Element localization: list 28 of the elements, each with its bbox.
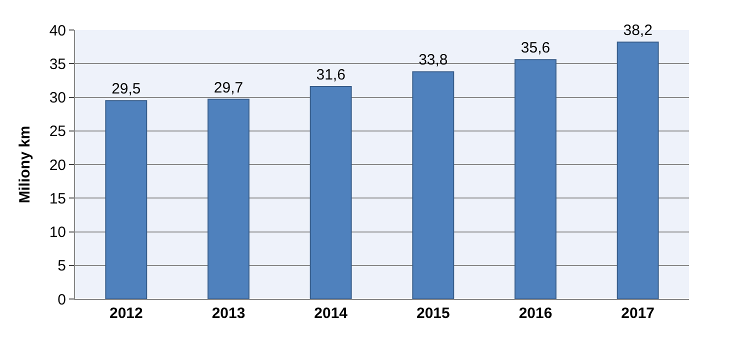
y-tick-label: 35 (49, 56, 66, 73)
bar (310, 86, 352, 299)
y-tick-label: 5 (58, 258, 66, 275)
y-axis-title: Miliony km (16, 126, 34, 204)
y-tick-label: 30 (49, 90, 66, 106)
y-tick-label: 40 (49, 22, 66, 40)
data-label: 31,6 (316, 66, 346, 84)
x-tick-label: 2014 (314, 305, 348, 322)
y-tick-label: 15 (49, 190, 66, 208)
data-label: 33,8 (418, 52, 448, 69)
bar (412, 71, 454, 299)
x-tick-label: 2017 (621, 305, 655, 322)
data-label: 38,2 (623, 22, 652, 40)
y-tick-label: 10 (49, 224, 66, 241)
y-tick-label: 0 (58, 291, 66, 308)
x-tick-label: 2016 (518, 305, 552, 322)
y-tick-label: 25 (49, 123, 66, 140)
data-label: 29,7 (214, 79, 244, 96)
y-tick-label: 20 (49, 156, 66, 174)
data-label: 35,6 (520, 40, 550, 57)
bar (208, 98, 250, 299)
bar (616, 42, 659, 299)
x-tick-label: 2012 (109, 305, 143, 322)
data-label: 29,5 (112, 80, 141, 98)
bar (105, 100, 148, 299)
x-tick-label: 2015 (416, 305, 450, 322)
x-tick-label: 2013 (212, 305, 246, 322)
bar (514, 59, 556, 299)
